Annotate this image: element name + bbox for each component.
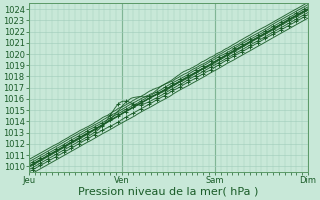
X-axis label: Pression niveau de la mer( hPa ): Pression niveau de la mer( hPa ) bbox=[78, 187, 259, 197]
